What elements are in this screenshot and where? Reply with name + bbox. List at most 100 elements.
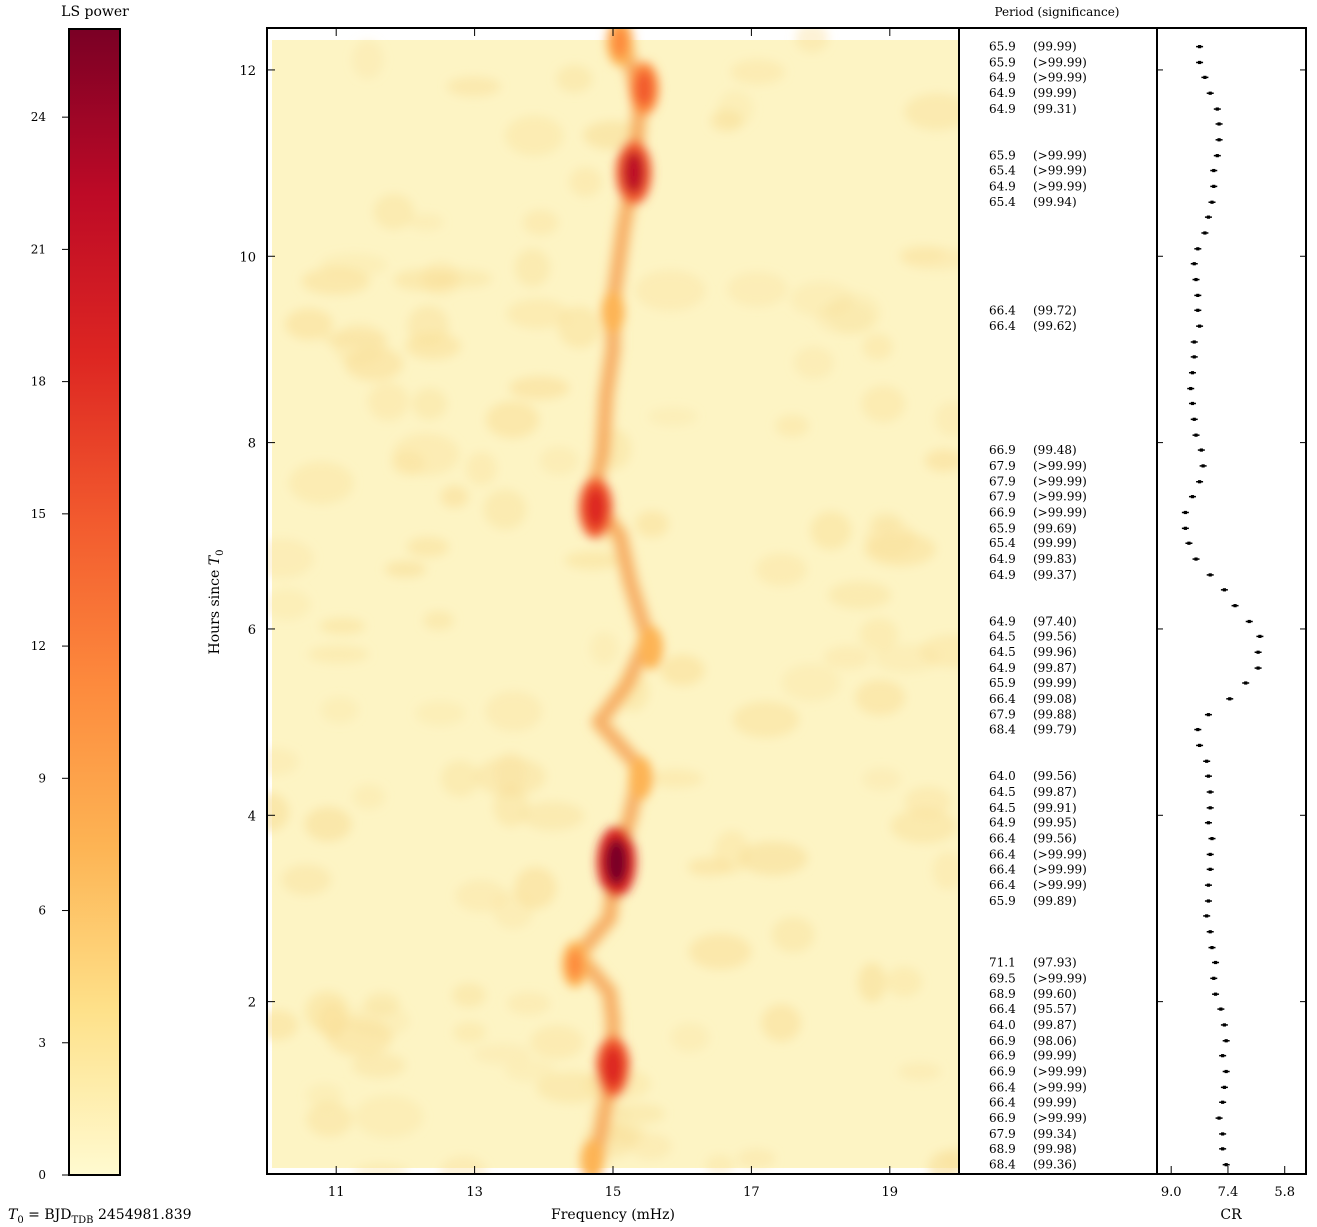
period-value: 67.9: [989, 708, 1016, 722]
noise-blob: [505, 115, 564, 156]
colorbar-tick-label: 0: [38, 1168, 46, 1182]
noise-blob: [267, 792, 290, 832]
noise-blob: [736, 1148, 776, 1169]
period-row: 64.0 (99.87): [989, 1018, 1077, 1032]
noise-blob: [473, 1043, 532, 1065]
noise-blob: [306, 1101, 353, 1137]
cr-point: [1220, 1023, 1228, 1027]
period-row: 65.9 (99.69): [989, 521, 1077, 535]
period-value: 66.4: [989, 692, 1016, 706]
cr-point: [1204, 899, 1212, 903]
cr-marker: [1224, 1039, 1228, 1043]
cr-marker: [1205, 914, 1209, 918]
heatmap-y-label: Hours since T0: [207, 550, 226, 655]
x-tick-label: 13: [466, 1185, 483, 1200]
noise-blob: [873, 644, 940, 673]
period-value: 66.4: [989, 862, 1016, 876]
noise-blob: [904, 93, 959, 131]
period-row: 68.4 (99.79): [989, 723, 1077, 737]
cr-marker: [1208, 930, 1212, 934]
period-table-panel: Period (significance) 65.9 (99.99) 65.9 (>9…: [958, 5, 1158, 1175]
noise-blob: [647, 769, 704, 788]
cr-marker: [1203, 75, 1207, 79]
cr-marker: [1210, 836, 1214, 841]
period-row: 64.5 (99.87): [989, 785, 1077, 799]
cr-marker: [1208, 867, 1212, 871]
period-value: 66.9: [989, 1065, 1016, 1079]
significance-value: (99.96): [1033, 645, 1077, 659]
significance-value: (99.36): [1033, 1158, 1077, 1172]
x-tick-label: 19: [882, 1185, 899, 1200]
cr-point: [1231, 604, 1239, 608]
significance-value: (99.87): [1033, 785, 1077, 799]
significance-value: (99.69): [1033, 521, 1077, 535]
significance-value: (99.62): [1033, 319, 1077, 333]
cr-marker: [1217, 1116, 1221, 1120]
significance-value: (>99.99): [1033, 847, 1087, 861]
period-row: 66.4 (95.57): [989, 1002, 1077, 1016]
noise-blob: [332, 322, 387, 366]
noise-blob: [635, 510, 669, 538]
period-row: 67.9 (>99.99): [989, 490, 1087, 504]
period-row: 65.9 (99.99): [989, 676, 1077, 690]
noise-blob: [705, 1154, 735, 1174]
noise-blob: [485, 401, 540, 439]
noise-blob: [790, 281, 854, 317]
noise-blob: [793, 346, 834, 380]
y-tick-label: 6: [248, 623, 256, 638]
noise-blob: [520, 801, 585, 831]
significance-value: (98.06): [1033, 1034, 1077, 1048]
cr-marker: [1215, 107, 1219, 111]
period-value: 65.4: [989, 164, 1016, 178]
cr-point: [1181, 510, 1189, 515]
period-value: 65.9: [989, 55, 1016, 69]
periodogram-heatmap: 11 13 15 17 19 2 4 6 8 10 12 Frequency (mHz) Hour…: [207, 27, 960, 1223]
noise-blob: [474, 757, 546, 796]
cr-x-tick-label: 7.4: [1218, 1185, 1239, 1200]
period-value: 66.4: [989, 319, 1016, 333]
power-peak: [643, 633, 659, 663]
cr-point: [1203, 759, 1211, 763]
significance-value: (>99.99): [1033, 1111, 1087, 1125]
significance-value: (>99.99): [1033, 459, 1087, 473]
significance-value: (99.89): [1033, 894, 1077, 908]
noise-blob: [857, 962, 887, 1003]
cr-marker: [1192, 340, 1196, 344]
noise-blob: [771, 916, 815, 953]
cr-point: [1215, 1116, 1223, 1120]
significance-value: (99.79): [1033, 723, 1077, 737]
noise-blob: [267, 1009, 299, 1041]
noise-blob: [319, 618, 366, 635]
cr-point: [1181, 526, 1189, 530]
colorbar-tick-label: 12: [31, 639, 46, 653]
cr-marker: [1183, 526, 1187, 530]
cr-point: [1213, 154, 1221, 158]
significance-value: (>99.99): [1033, 55, 1087, 69]
cr-panel: 9.0 7.4 5.8 CR: [1156, 27, 1307, 1223]
cr-marker: [1206, 883, 1211, 887]
period-row: 68.9 (99.60): [989, 987, 1077, 1001]
period-row: 64.9 (99.37): [989, 568, 1077, 582]
noise-blob: [485, 691, 543, 732]
cr-point: [1206, 91, 1214, 95]
significance-value: (99.37): [1033, 568, 1077, 582]
period-row: 64.0 (99.56): [989, 769, 1077, 783]
noise-blob: [616, 1103, 666, 1124]
period-row: 66.9 (98.06): [989, 1034, 1077, 1048]
period-row: 66.4 (99.99): [989, 1095, 1077, 1109]
noise-blob: [730, 59, 785, 85]
x-tick-label: 15: [605, 1185, 622, 1200]
colorbar-ticks: 0 3 6 9 12 15 18 21 24: [31, 110, 69, 1182]
period-value: 68.9: [989, 1142, 1016, 1156]
noise-blob: [862, 767, 902, 791]
period-table-header: Period (significance): [995, 5, 1120, 19]
cr-point: [1196, 743, 1204, 748]
cr-point: [1204, 883, 1212, 887]
noise-blob: [775, 414, 810, 437]
cr-point: [1204, 713, 1212, 717]
power-peak: [635, 70, 653, 107]
cr-point: [1226, 697, 1234, 701]
noise-blob: [862, 333, 893, 360]
y-tick-label: 10: [239, 250, 256, 265]
period-value: 68.4: [989, 1158, 1016, 1172]
